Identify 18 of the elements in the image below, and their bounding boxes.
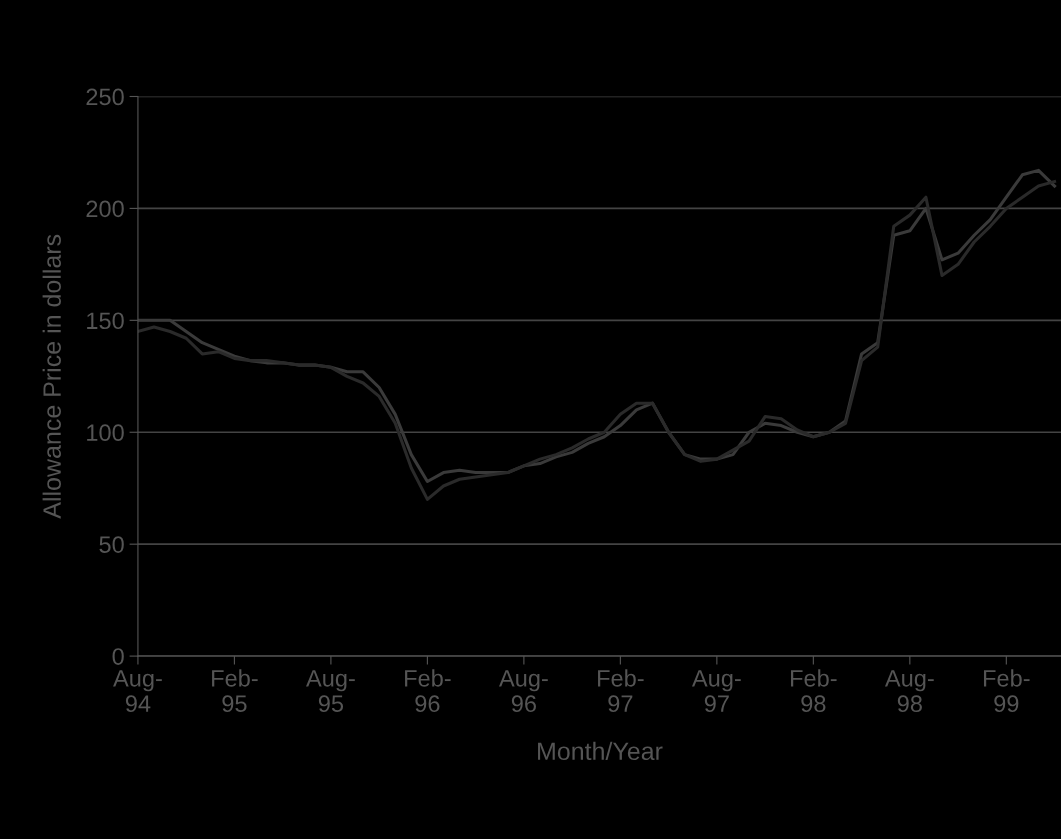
- x-axis-title: Month/Year: [538, 741, 663, 761]
- x-tick-label: Feb- 96: [405, 669, 451, 713]
- x-tick-label: Feb- 98: [791, 669, 837, 713]
- y-tick-label: 200: [86, 200, 124, 218]
- y-tick-label: 100: [87, 424, 124, 442]
- x-tick-label: Aug- 94: [113, 670, 162, 713]
- x-tick-label: Feb- 99: [983, 669, 1030, 713]
- y-tick-label: 250: [86, 88, 124, 106]
- y-tick-label: 150: [87, 312, 124, 330]
- y-axis-title: Allowance Price in dollars: [42, 234, 61, 519]
- x-tick-label: Feb- 95: [212, 669, 258, 713]
- x-tick-label: Aug- 95: [306, 670, 355, 713]
- x-tick-label: Aug- 98: [884, 670, 934, 713]
- y-tick-label: 0: [112, 648, 124, 665]
- y-tick-label: 50: [99, 536, 124, 553]
- x-tick-label: Aug- 96: [499, 670, 548, 713]
- x-tick-label: Aug- 97: [691, 670, 741, 713]
- x-tick-label: Feb- 97: [598, 669, 644, 713]
